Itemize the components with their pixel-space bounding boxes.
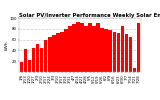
Bar [100,28,104,72]
Bar [44,40,48,72]
Bar [68,26,72,72]
Bar [129,37,132,72]
Y-axis label: kWh: kWh [4,40,8,50]
Bar [84,26,88,72]
Bar [72,24,76,72]
Bar [125,34,128,72]
Bar [60,32,64,72]
Bar [137,23,140,72]
Bar [64,29,68,72]
Bar [121,26,124,72]
Bar [20,62,23,72]
Bar [88,23,92,72]
Bar [40,48,44,72]
Bar [32,48,35,72]
Bar [76,22,80,72]
Text: Solar PV/Inverter Performance Weekly Solar Energy Production: Solar PV/Inverter Performance Weekly Sol… [19,13,160,18]
Bar [56,33,60,72]
Bar [48,37,52,72]
Bar [36,44,39,72]
Bar [52,35,56,72]
Bar [112,32,116,72]
Bar [24,49,27,72]
Bar [116,33,120,72]
Bar [28,60,31,72]
Bar [133,68,136,72]
Bar [80,23,84,72]
Bar [92,26,96,72]
Bar [96,23,100,72]
Bar [104,29,108,72]
Bar [108,30,112,72]
